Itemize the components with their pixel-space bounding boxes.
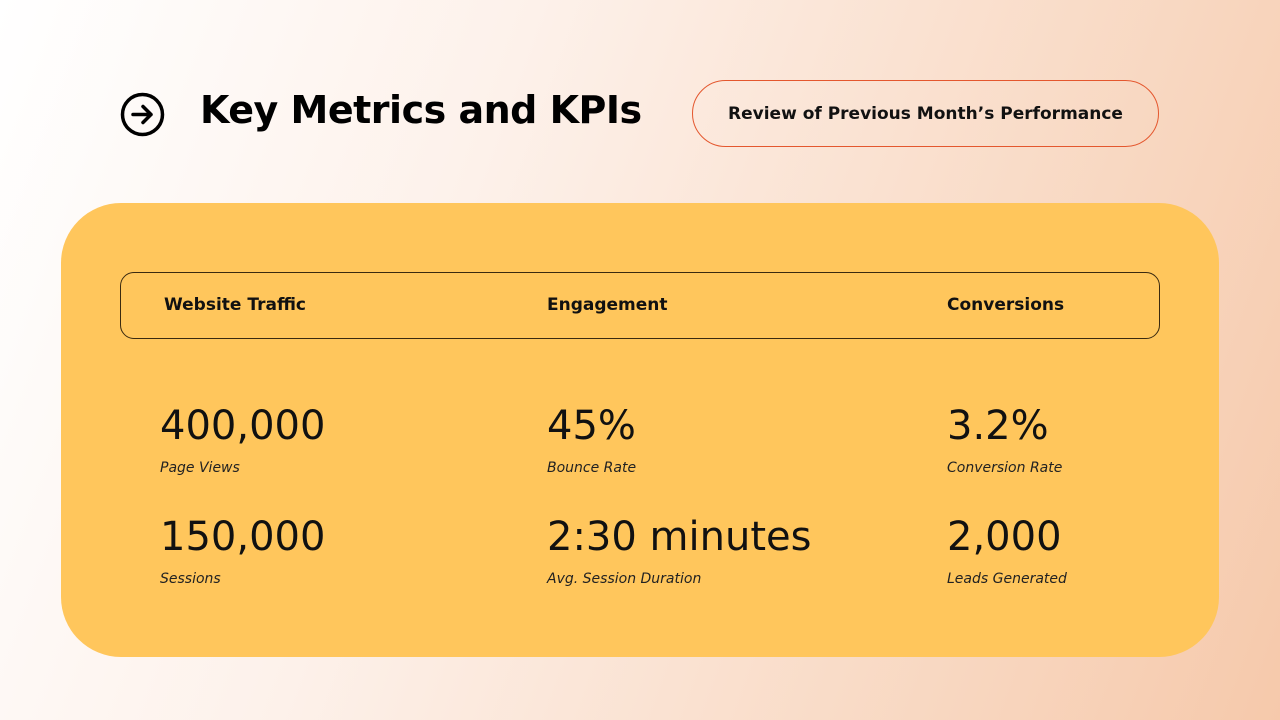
column-header-website-traffic: Website Traffic: [164, 295, 306, 315]
metric-value: 2:30 minutes: [547, 514, 812, 560]
metric-label: Avg. Session Duration: [547, 571, 702, 587]
metric-label: Page Views: [160, 460, 240, 476]
metric-label: Conversion Rate: [947, 460, 1063, 476]
metric-sessions: 150,000 Sessions: [160, 517, 325, 587]
column-header-engagement: Engagement: [547, 295, 668, 315]
metrics-card: Website Traffic Engagement Conversions 4…: [61, 203, 1219, 657]
metric-label: Leads Generated: [947, 571, 1067, 587]
subtitle-pill: Review of Previous Month’s Performance: [692, 80, 1159, 147]
metric-avg-session-duration: 2:30 minutes Avg. Session Duration: [547, 517, 811, 587]
metric-bounce-rate: 45% Bounce Rate: [547, 406, 636, 476]
metric-value: 45%: [547, 403, 636, 449]
column-header-bar: Website Traffic Engagement Conversions: [120, 272, 1160, 339]
metric-value: 400,000: [160, 403, 326, 449]
column-header-conversions: Conversions: [947, 295, 1065, 315]
page-title: Key Metrics and KPIs: [200, 88, 642, 132]
metric-conversion-rate: 3.2% Conversion Rate: [947, 406, 1062, 476]
metric-value: 3.2%: [947, 403, 1049, 449]
metric-page-views: 400,000 Page Views: [160, 406, 325, 476]
metric-label: Bounce Rate: [547, 460, 637, 476]
metric-value: 2,000: [947, 514, 1062, 560]
metric-leads-generated: 2,000 Leads Generated: [947, 517, 1067, 587]
metric-value: 150,000: [160, 514, 326, 560]
metric-label: Sessions: [160, 571, 221, 587]
arrow-right-circle-icon: [120, 92, 165, 137]
